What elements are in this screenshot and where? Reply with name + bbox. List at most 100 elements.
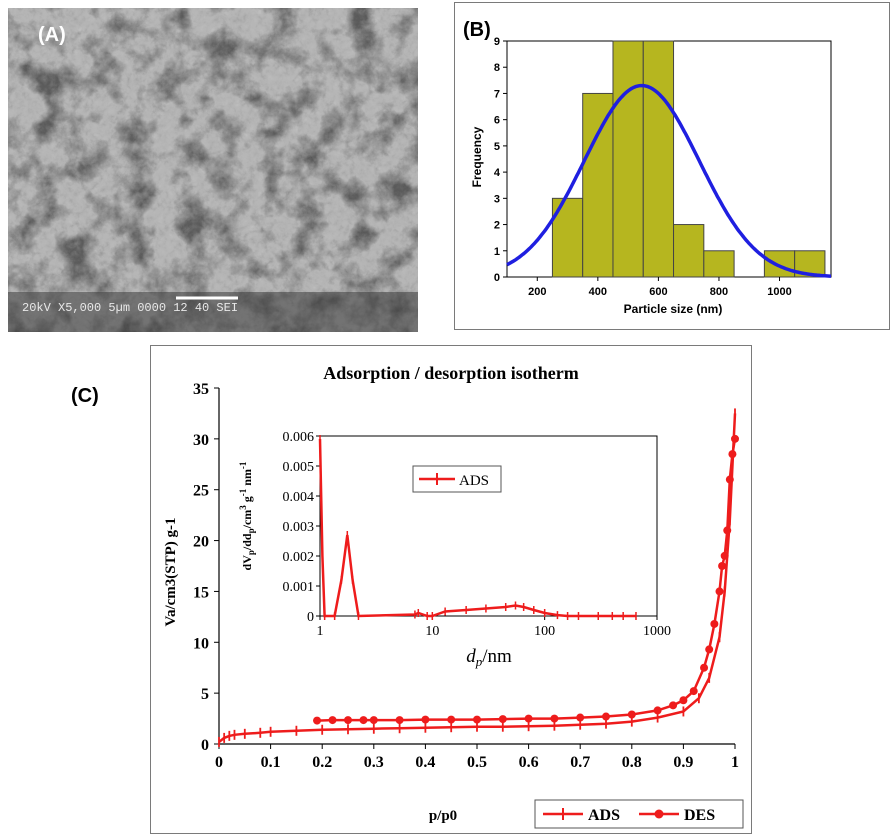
isotherm-y-tick-label: 20: [193, 534, 209, 551]
isotherm-x-tick-label: 1: [731, 754, 739, 771]
isotherm-des-point: [344, 716, 352, 725]
isotherm-des-point: [710, 619, 719, 628]
isotherm-y-tick-label: 15: [193, 584, 209, 601]
panel-b-label: (B): [463, 19, 491, 41]
isotherm-des-point: [550, 714, 559, 723]
isotherm-des-point: [359, 716, 368, 725]
isotherm-x-tick-label: 0.1: [261, 754, 281, 771]
isotherm-x-tick-label: 0: [215, 754, 223, 771]
isotherm-des-point: [313, 716, 322, 725]
isotherm-x-axis-label: p/p0: [429, 808, 457, 824]
histogram-y-tick-label: 1: [494, 246, 500, 258]
isotherm-y-tick-label: 35: [193, 381, 209, 398]
isotherm-des-point: [718, 562, 727, 570]
isotherm-des-point: [715, 587, 724, 596]
isotherm-x-tick-label: 0.8: [622, 754, 642, 771]
isotherm-des-point: [689, 687, 698, 696]
inset-x-tick-label: 100: [534, 624, 555, 639]
inset-legend-label: ADS: [459, 473, 489, 489]
histogram-y-tick-label: 6: [494, 115, 500, 127]
histogram-y-tick-label: 9: [494, 36, 500, 48]
inset-y-tick-label: 0.005: [283, 460, 315, 475]
isotherm-des-point: [723, 526, 732, 535]
isotherm-x-tick-label: 0.7: [570, 754, 590, 771]
inset-y-tick-label: 0.003: [283, 520, 315, 535]
inset-plot-area: 0 0.001 0.002 0.003 0.004 0.005 0.006 1 10 100 100…: [283, 430, 672, 639]
histogram-x-tick-label: 400: [589, 286, 607, 298]
histogram-bar: [673, 224, 705, 278]
histogram-bar: [582, 92, 614, 278]
sem-micrograph: 20kV X5,000 5µm 0000 12 40 SEI: [8, 8, 418, 332]
inset-x-axis-label: dp/nm: [466, 646, 512, 669]
legend-des-label: DES: [684, 807, 715, 824]
inset-x-tick-label: 1000: [643, 624, 671, 639]
histogram-y-axis-label: Frequency: [470, 126, 484, 187]
isotherm-des-point: [653, 706, 662, 715]
isotherm-des-point: [395, 716, 404, 725]
isotherm-des-point: [421, 715, 430, 724]
histogram-y-tick-label: 3: [494, 193, 500, 205]
isotherm-des-point: [602, 712, 610, 721]
isotherm-chart: Adsorption / desorption isotherm 0510152…: [163, 363, 744, 829]
histogram-bar: [763, 250, 796, 278]
isotherm-x-tick-label: 0.5: [467, 754, 487, 771]
isotherm-title: Adsorption / desorption isotherm: [323, 363, 579, 383]
histogram-x-tick-label: 600: [649, 286, 667, 298]
isotherm-y-tick-label: 25: [193, 483, 209, 500]
isotherm-des-point: [328, 716, 337, 725]
inset-y-tick-label: 0: [307, 610, 314, 625]
isotherm-panel: Adsorption / desorption isotherm 0 5 10 15 2…: [150, 345, 752, 834]
isotherm-des-point: [627, 710, 636, 719]
isotherm-legend: ADS DES: [534, 799, 744, 829]
histogram-y-tick-label: 2: [494, 220, 500, 232]
panel-a-label: (A): [38, 24, 66, 46]
isotherm-x-tick-label: 0.2: [312, 754, 332, 771]
histogram-bar: [703, 250, 735, 278]
inset-x-tick-label: 1: [317, 624, 324, 639]
isotherm-y-axis-label: Va/cm3(STP) g-1: [163, 517, 179, 626]
isotherm-x-tick-label: 0.9: [673, 754, 693, 771]
histogram-x-axis-label: Particle size (nm): [624, 302, 723, 316]
isotherm-x-tick-label: 0.6: [519, 754, 539, 771]
histogram-y-tick-label: 8: [494, 62, 500, 74]
isotherm-x-tick-label: 0.4: [415, 754, 435, 771]
histogram-bar: [612, 40, 644, 278]
isotherm-des-point: [447, 715, 456, 724]
histogram-y-tick-label: 5: [494, 141, 500, 153]
legend-ads-label: ADS: [588, 807, 620, 824]
inset-legend: ADS: [412, 465, 502, 493]
isotherm-des-point: [473, 715, 481, 724]
panel-c-label: (C): [71, 385, 99, 407]
isotherm-y-tick-label: 30: [193, 432, 209, 449]
isotherm-des-point: [576, 713, 585, 722]
isotherm-des-point: [725, 475, 734, 484]
histogram-y-tick-label: 4: [494, 167, 501, 179]
isotherm-y-tick-label: 0: [201, 737, 209, 754]
histogram-x-tick-label: 800: [710, 286, 728, 298]
sem-info-text: 20kV X5,000 5µm 0000 12 40 SEI: [22, 301, 238, 315]
histogram-bar: [642, 40, 675, 278]
isotherm-des-point: [369, 716, 378, 725]
inset-y-tick-label: 0.002: [283, 550, 315, 565]
isotherm-des-point: [669, 701, 678, 710]
histogram-panel: 0 1 2 3 4 5 6 7 8 9 200 400 600 800 1000 Particle size…: [454, 2, 890, 330]
inset-y-tick-label: 0.006: [283, 430, 315, 445]
isotherm-des-point: [731, 434, 739, 443]
isotherm-des-point: [705, 645, 714, 654]
histogram-y-tick-label: 0: [494, 272, 500, 284]
histogram-plot-area: 0 1 2 3 4 5 6 7 8 9 200 400 600 800 1000: [494, 36, 832, 298]
histogram-x-tick-label: 200: [528, 286, 546, 298]
histogram-x-tick-label: 1000: [767, 286, 791, 298]
isotherm-x-tick-label: 0.3: [364, 754, 384, 771]
isotherm-des-point: [524, 714, 533, 723]
inset-x-tick-label: 10: [425, 624, 439, 639]
inset-y-tick-label: 0.004: [283, 490, 315, 505]
histogram-fit-curve: [506, 83, 831, 278]
isotherm-y-tick-label: 10: [193, 635, 209, 652]
histogram-chart: 0 1 2 3 4 5 6 7 8 9 200 400 600 800 1000 Particle size…: [470, 36, 832, 316]
inset-frame: [319, 435, 658, 617]
isotherm-y-tick-label: 5: [201, 686, 209, 703]
isotherm-des-point: [679, 696, 688, 705]
isotherm-des-point: [498, 715, 507, 724]
